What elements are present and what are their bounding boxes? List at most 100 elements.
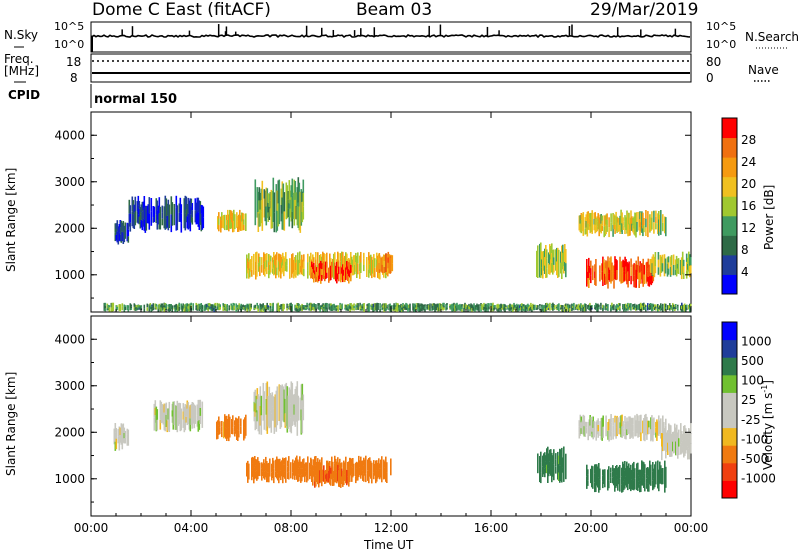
echo-cell: [296, 381, 299, 409]
echo-cell: [264, 471, 266, 480]
echo-cell: [314, 456, 316, 469]
echo-cell: [501, 306, 503, 308]
power-colorbar-label: Power [dB]: [762, 184, 776, 250]
echo-cell: [638, 265, 640, 274]
echo-cell: [290, 209, 293, 222]
echo-cell: [671, 308, 673, 311]
echo-cell: [183, 304, 185, 309]
echo-cell: [635, 305, 637, 309]
echo-cell: [624, 215, 626, 222]
echo-cell: [372, 259, 374, 274]
echo-cell: [637, 256, 639, 265]
echo-cell: [593, 212, 595, 219]
echo-cell: [613, 221, 615, 230]
echo-cell: [134, 211, 137, 226]
echo-cell: [234, 425, 236, 432]
echo-cell: [218, 425, 220, 435]
echo-cell: [648, 468, 650, 477]
echo-cell: [373, 303, 375, 308]
echo-cell: [259, 266, 261, 277]
echo-cell: [265, 414, 268, 431]
echo-cell: [195, 307, 197, 311]
echo-cell: [350, 273, 352, 282]
echo-cell: [280, 413, 283, 428]
echo-cell: [322, 303, 324, 306]
echo-cell: [260, 415, 263, 435]
echo-cell: [631, 223, 633, 231]
echo-cell: [232, 428, 234, 435]
echo-cell: [672, 264, 675, 276]
echo-cell: [285, 382, 288, 405]
echo-cell: [605, 260, 607, 269]
echo-cell: [672, 303, 674, 308]
echo-cell: [159, 307, 162, 310]
echo-cell: [569, 308, 571, 312]
echo-cell: [619, 215, 621, 225]
echo-cell: [286, 308, 288, 311]
echo-cell: [567, 303, 569, 306]
echo-cell: [318, 303, 320, 306]
echo-cell: [218, 416, 220, 426]
echo-cell: [633, 304, 635, 306]
echo-cell: [198, 308, 200, 311]
echo-cell: [606, 225, 608, 232]
echo-cell: [346, 469, 348, 486]
echo-cell: [379, 308, 381, 312]
echo-cell: [649, 307, 651, 310]
echo-cell: [313, 306, 315, 311]
colorbar-segment: [722, 410, 737, 429]
echo-cell: [549, 264, 551, 275]
echo-cell: [376, 460, 378, 471]
echo-cell: [288, 400, 291, 414]
echo-cell: [541, 309, 543, 312]
echo-cell: [271, 306, 273, 309]
echo-cell: [484, 309, 486, 312]
echo-cell: [669, 266, 672, 277]
echo-cell: [626, 417, 628, 424]
echo-cell: [170, 214, 173, 233]
echo-cell: [348, 470, 350, 476]
echo-cell: [674, 306, 676, 309]
echo-cell: [674, 423, 676, 434]
echo-cell: [487, 303, 489, 312]
echo-cell: [421, 307, 423, 312]
echo-cell: [326, 272, 328, 278]
echo-cell: [340, 304, 342, 310]
echo-cell: [200, 213, 203, 223]
echo-cell: [104, 305, 107, 309]
echo-cell: [289, 208, 292, 218]
echo-cell: [677, 306, 679, 309]
echo-cell: [668, 432, 670, 442]
echo-cell: [276, 267, 278, 276]
echo-cell: [437, 307, 439, 312]
echo-cell: [307, 464, 309, 473]
echo-cell: [276, 467, 278, 479]
echo-cell: [386, 304, 388, 307]
echo-cell: [184, 304, 186, 312]
echo-cell: [178, 306, 180, 311]
echo-cell: [206, 307, 208, 311]
echo-cell: [251, 256, 253, 263]
echo-cell: [619, 478, 621, 492]
echo-cell: [318, 305, 320, 308]
echo-cell: [564, 306, 566, 310]
echo-cell: [646, 416, 648, 440]
echo-cell: [211, 304, 213, 312]
echo-cell: [518, 308, 520, 311]
echo-cell: [278, 261, 280, 270]
echo-cell: [670, 425, 672, 457]
echo-cell: [379, 258, 382, 270]
echo-cell: [650, 274, 653, 286]
echo-cell: [265, 463, 267, 471]
echo-cell: [302, 192, 305, 207]
echo-cell: [601, 263, 603, 272]
echo-cell: [608, 419, 610, 431]
echo-cell: [429, 303, 431, 311]
echo-cell: [617, 222, 619, 228]
echo-cell: [156, 419, 159, 431]
echo-cell: [589, 272, 591, 280]
echo-cell: [638, 211, 640, 231]
echo-cell: [300, 308, 302, 311]
echo-cell: [369, 264, 371, 274]
